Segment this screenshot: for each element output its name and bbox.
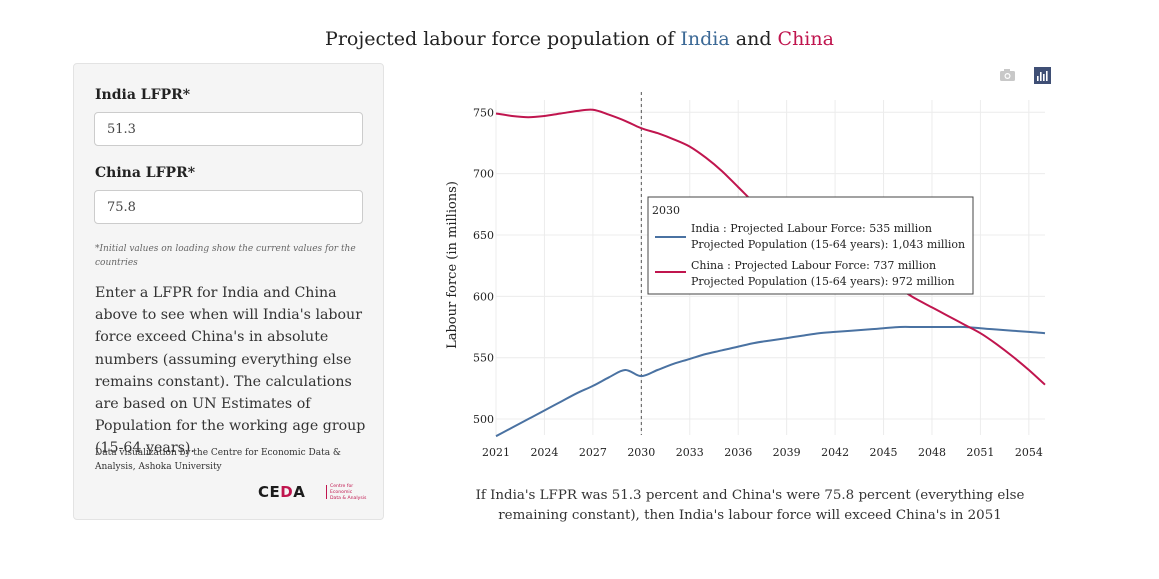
x-tick-label: 2021 bbox=[482, 446, 510, 459]
input-panel: India LFPR* China LFPR* *Initial values … bbox=[73, 63, 384, 520]
title-china: China bbox=[777, 28, 834, 50]
y-tick-labels: 500 550 600 650 700 750 bbox=[473, 106, 494, 426]
x-tick-label: 2039 bbox=[773, 446, 801, 459]
x-tick-label: 2033 bbox=[676, 446, 704, 459]
y-tick-label: 750 bbox=[473, 106, 494, 119]
x-tick-label: 2030 bbox=[627, 446, 655, 459]
chart-title: Projected labour force population of Ind… bbox=[0, 28, 1159, 50]
credit-text: Data visualization by the Centre for Eco… bbox=[95, 448, 341, 472]
result-caption: If India's LFPR was 51.3 percent and Chi… bbox=[475, 488, 1025, 523]
y-tick-label: 650 bbox=[473, 229, 494, 242]
y-axis-label: Labour force (in millions) bbox=[445, 181, 460, 349]
plotly-bar-icon[interactable] bbox=[1034, 67, 1051, 84]
x-tick-label: 2027 bbox=[579, 446, 607, 459]
hover-tooltip: 2030 India : Projected Labour Force: 535… bbox=[647, 196, 974, 295]
y-tick-label: 700 bbox=[473, 168, 494, 181]
title-prefix: Projected labour force population of bbox=[325, 28, 681, 50]
india-lfpr-input[interactable] bbox=[94, 112, 363, 146]
tooltip-header: 2030 bbox=[652, 204, 680, 217]
x-tick-label: 2054 bbox=[1015, 446, 1043, 459]
tooltip-china-line1: China : Projected Labour Force: 737 mill… bbox=[691, 259, 936, 272]
title-and: and bbox=[729, 28, 778, 50]
x-tick-label: 2048 bbox=[918, 446, 946, 459]
initial-values-note: *Initial values on loading show the curr… bbox=[95, 244, 356, 268]
china-lfpr-label: China LFPR* bbox=[95, 165, 196, 181]
x-tick-labels: 2021 2024 2027 2030 2033 2036 2039 2042 2045 2048… bbox=[482, 446, 1043, 459]
ceda-logo: CEDA Centre for Economic Data & Analysis bbox=[258, 483, 367, 501]
y-tick-label: 600 bbox=[473, 290, 494, 303]
series-line-india bbox=[495, 325, 1046, 438]
tooltip-india-line1: India : Projected Labour Force: 535 mill… bbox=[691, 222, 932, 235]
tooltip-india-line2: Projected Population (15-64 years): 1,04… bbox=[691, 238, 965, 251]
camera-icon[interactable] bbox=[1000, 69, 1015, 81]
china-lfpr-input[interactable] bbox=[94, 190, 363, 224]
chart-toolbar bbox=[1000, 67, 1056, 89]
y-tick-label: 550 bbox=[473, 352, 494, 365]
x-tick-label: 2045 bbox=[870, 446, 898, 459]
x-tick-label: 2036 bbox=[724, 446, 752, 459]
tooltip-china-line2: Projected Population (15-64 years): 972 … bbox=[691, 275, 955, 288]
x-tick-label: 2024 bbox=[530, 446, 558, 459]
title-india: India bbox=[680, 28, 730, 50]
x-tick-label: 2042 bbox=[821, 446, 849, 459]
y-tick-label: 500 bbox=[473, 413, 494, 426]
india-lfpr-label: India LFPR* bbox=[95, 87, 191, 103]
x-tick-label: 2051 bbox=[966, 446, 994, 459]
description-text: Enter a LFPR for India and China above t… bbox=[95, 285, 366, 457]
